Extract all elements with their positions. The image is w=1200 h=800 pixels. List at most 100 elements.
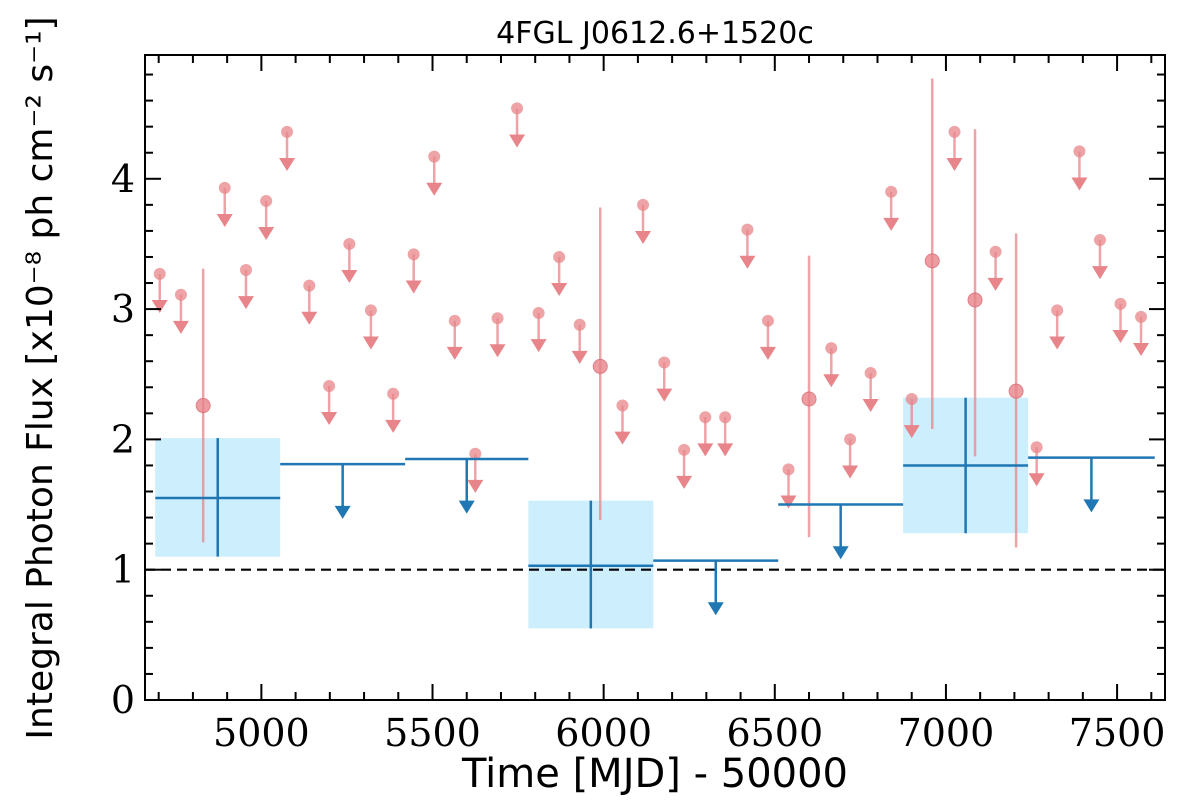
- monthly-upper-limit-arrow: [946, 157, 963, 171]
- x-axis-label: Time [MJD] - 50000: [461, 751, 848, 797]
- monthly-upper-limit-point: [153, 267, 166, 280]
- monthly-upper-limit-point: [864, 366, 877, 379]
- plot-frame: [144, 54, 1166, 701]
- monthly-upper-limit-point: [719, 411, 732, 424]
- monthly-upper-limit-arrow: [571, 350, 588, 364]
- monthly-upper-limit-point: [1073, 145, 1086, 158]
- monthly-upper-limit-point: [1051, 304, 1064, 317]
- monthly-upper-limit-point: [491, 312, 504, 325]
- x-tick-label: 6000: [555, 711, 652, 755]
- y-axis-label: Integral Photon Flux [x10⁻⁸ ph cm⁻² s⁻¹]: [20, 16, 61, 739]
- y-tick-label: 0: [111, 678, 135, 722]
- x-tick-label: 5500: [384, 711, 481, 755]
- monthly-upper-limit-point: [1135, 310, 1148, 323]
- monthly-upper-limit-arrow: [321, 412, 338, 426]
- monthly-detection-point: [924, 253, 940, 269]
- monthly-upper-limit-arrow: [1049, 336, 1066, 350]
- x-tick-label: 7500: [1069, 711, 1166, 755]
- yearly-upper-limit-arrow: [334, 505, 351, 519]
- monthly-upper-limit-point: [948, 125, 961, 138]
- monthly-upper-limit-point: [782, 463, 795, 476]
- monthly-upper-limit-arrow: [717, 443, 734, 457]
- x-tick-label: 5000: [213, 711, 310, 755]
- yearly-upper-limit-arrow: [707, 602, 724, 616]
- monthly-upper-limit-arrow: [426, 182, 443, 196]
- monthly-upper-limit-arrow: [739, 255, 756, 269]
- monthly-upper-limit-arrow: [635, 230, 652, 244]
- monthly-upper-limit-point: [637, 198, 650, 211]
- monthly-upper-limit-point: [616, 399, 629, 412]
- monthly-upper-limit-arrow: [1112, 329, 1129, 343]
- monthly-detection-point: [967, 292, 983, 308]
- monthly-upper-limit-point: [218, 181, 231, 194]
- monthly-upper-limit-arrow: [697, 443, 714, 457]
- monthly-upper-limit-arrow: [489, 344, 506, 358]
- monthly-upper-limit-point: [825, 342, 838, 355]
- monthly-upper-limit-arrow: [530, 339, 547, 353]
- plot-background: [145, 55, 1165, 700]
- y-tick-label: 2: [111, 417, 135, 461]
- monthly-upper-limit-point: [1093, 234, 1106, 247]
- monthly-upper-limit-point: [761, 314, 774, 327]
- monthly-upper-limit-point: [658, 356, 671, 369]
- monthly-upper-limit-arrow: [216, 214, 233, 227]
- monthly-upper-limit-arrow: [842, 465, 859, 479]
- monthly-upper-limit-arrow: [759, 346, 776, 360]
- monthly-upper-limit-arrow: [279, 157, 296, 171]
- monthly-upper-limit-point: [678, 443, 691, 456]
- monthly-upper-limit-point: [407, 248, 420, 261]
- monthly-upper-limit-point: [281, 125, 294, 138]
- monthly-upper-limit-point: [343, 237, 356, 250]
- monthly-upper-limit-point: [387, 387, 400, 400]
- monthly-upper-limit-arrow: [446, 346, 463, 360]
- monthly-upper-limit-point: [553, 250, 566, 263]
- monthly-upper-limit-arrow: [467, 479, 484, 493]
- monthly-upper-limit-arrow: [405, 280, 422, 294]
- monthly-upper-limit-point: [448, 314, 461, 327]
- y-tick-label: 4: [111, 157, 135, 201]
- monthly-upper-limit-point: [511, 102, 524, 115]
- monthly-upper-limit-arrow: [341, 270, 358, 284]
- monthly-upper-limit-arrow: [1028, 473, 1045, 487]
- monthly-upper-limit-arrow: [551, 283, 568, 297]
- monthly-upper-limit-point: [699, 411, 712, 424]
- monthly-upper-limit-arrow: [676, 475, 693, 489]
- monthly-upper-limit-point: [1030, 441, 1043, 454]
- monthly-upper-limit-point: [323, 379, 336, 392]
- monthly-upper-limit-point: [260, 194, 273, 207]
- chart-title: 4FGL J0612.6+1520c: [496, 16, 814, 51]
- monthly-upper-limit-point: [469, 447, 482, 460]
- monthly-upper-limit-arrow: [172, 320, 189, 334]
- monthly-upper-limit-arrow: [237, 296, 254, 310]
- monthly-upper-limit-arrow: [780, 495, 797, 509]
- y-tick-label: 1: [111, 548, 135, 592]
- monthly-upper-limit-point: [989, 245, 1002, 258]
- monthly-upper-limit-arrow: [883, 217, 900, 231]
- monthly-upper-limit-point: [1114, 297, 1127, 310]
- monthly-upper-limit-point: [741, 223, 754, 236]
- yearly-upper-limit-arrow: [458, 500, 475, 514]
- monthly-upper-limit-arrow: [614, 431, 631, 445]
- monthly-upper-limit-point: [428, 150, 441, 163]
- monthly-upper-limit-arrow: [509, 134, 526, 148]
- monthly-upper-limit-point: [573, 318, 586, 331]
- monthly-upper-limit-point: [885, 185, 898, 198]
- monthly-upper-limit-point: [844, 433, 857, 446]
- monthly-upper-limit-arrow: [903, 425, 920, 439]
- monthly-detection-point: [1008, 383, 1024, 399]
- x-tick-label: 7000: [898, 711, 995, 755]
- monthly-upper-limit-point: [303, 279, 316, 292]
- monthly-detection-point: [195, 398, 211, 414]
- x-tick-label: 6500: [726, 711, 823, 755]
- monthly-upper-limit-point: [174, 288, 187, 301]
- monthly-upper-limit-arrow: [1071, 177, 1088, 191]
- monthly-upper-limit-arrow: [385, 419, 402, 433]
- monthly-upper-limit-arrow: [823, 374, 840, 388]
- monthly-upper-limit-arrow: [1091, 266, 1108, 280]
- monthly-upper-limit-arrow: [656, 388, 673, 402]
- monthly-upper-limit-arrow: [258, 227, 275, 241]
- monthly-upper-limit-point: [364, 304, 377, 317]
- monthly-upper-limit-arrow: [362, 336, 379, 350]
- monthly-upper-limit-arrow: [987, 277, 1004, 291]
